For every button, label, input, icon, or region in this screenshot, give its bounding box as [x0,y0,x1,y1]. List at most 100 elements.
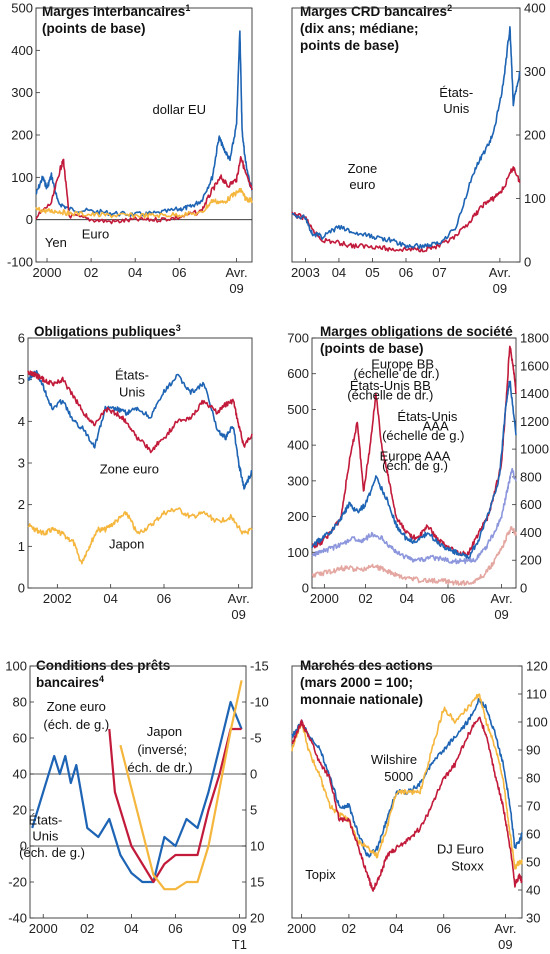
series-line-dj-euro-stoxx [291,716,523,892]
series-line-wilshire-5000 [291,697,523,858]
y-tick-label-right: 0 [250,767,257,782]
series-annotation: Unis [443,101,470,116]
series-line--tats-unis-bb [311,380,517,560]
y-tick-label-right: 10 [250,839,264,854]
y-tick-label-right: -5 [250,731,262,746]
series-annotation: (éch. de g.) [382,458,448,473]
plot-frame [29,665,247,919]
x-tick-label: 04 [124,921,138,936]
x-tick-label: 04 [103,591,117,606]
y-tick-label-right: 5 [250,803,257,818]
y-tick-label-left: 400 [287,438,309,453]
series-annotation: Unis [32,829,59,844]
x-tick-label: 02 [358,591,372,606]
x-tick-label: 2002 [43,591,72,606]
x-tick-sublabel: 09 [229,281,243,296]
x-tick-label: 06 [399,265,413,280]
series-annotation: États-Unis BB [350,378,431,393]
panel-title: Obligations publiques3 [34,323,181,339]
series-line-zone-euro [291,166,521,253]
series-line-zone-euro [27,370,253,454]
y-tick-label-right: 80 [526,771,540,786]
x-tick-label: 06 [172,265,186,280]
y-tick-label-right: 100 [524,191,546,206]
series-annotation: 5000 [384,769,413,784]
series-line-japon [27,507,253,565]
y-tick-label-left: 4 [18,414,25,429]
y-tick-label-left: 60 [13,731,27,746]
series-annotation: DJ Euro [437,842,484,857]
x-tick-label: Avr. [489,265,511,280]
x-tick-label: 06 [437,921,451,936]
x-tick-label: 06 [157,591,171,606]
series-line-europe-aaa [311,525,517,586]
panel-subtitle: (dix ans; médiane; [300,21,419,36]
series-annotation: États- [28,812,62,827]
x-tick-sublabel: 09 [498,937,512,952]
series-line--tats-unis [27,369,253,490]
x-tick-sublabel: T1 [232,937,247,952]
series-annotation: (échelle de g.) [382,428,464,443]
y-tick-label-left: 100 [5,659,27,674]
y-tick-label-right: 200 [520,553,542,568]
x-tick-label: 02 [342,921,356,936]
series-line-euro [35,156,253,225]
panel-subtitle: (points de base) [42,21,146,36]
y-tick-label-left: 600 [287,366,309,381]
series-annotation: éch. de dr.) [128,760,193,775]
series-annotation: Japon [147,724,182,739]
panel-government-bonds: Obligations publiques3 6 5 4 3 2 1 0 2002 04 06 Av… [18,323,253,622]
x-tick-label: 02 [84,265,98,280]
series-annotation: (éch. de g.) [43,717,109,732]
y-tick-label-left: 200 [287,509,309,524]
series-annotation: Europe BB [371,356,434,371]
x-tick-sublabel: 09 [493,281,507,296]
series-line--tats-unis [31,700,243,884]
y-tick-label-right: 0 [520,581,527,596]
x-tick-label: 2000 [310,591,339,606]
y-tick-label-right: 600 [520,497,542,512]
y-tick-label-left: 700 [287,331,309,346]
series-line-yen [35,187,253,219]
series-annotation: États- [439,85,473,100]
y-tick-label-right: 60 [526,827,540,842]
y-tick-label-right: 200 [524,128,546,143]
series-annotation: (éch. de g.) [19,845,85,860]
y-tick-label-right: 1000 [520,442,549,457]
y-tick-label-left: 20 [13,803,27,818]
x-tick-label: 2000 [287,921,316,936]
y-tick-label-right: 110 [526,687,547,702]
y-tick-label-right: 1600 [520,358,549,373]
series-annotation: (inversé; [137,742,187,757]
y-tick-label-right: 100 [526,715,548,730]
y-tick-label-left: 500 [11,1,33,16]
y-tick-label-right: 400 [520,525,542,540]
x-tick-label: 2003 [291,265,320,280]
panel-subtitle: (mars 2000 = 100; [300,675,413,690]
series-annotation: Zone [348,161,378,176]
y-tick-label-right: 800 [520,469,542,484]
series-annotation: Stoxx [451,858,484,873]
y-tick-label-left: -20 [8,875,27,890]
x-tick-label: 06 [441,591,455,606]
x-tick-label: Avr. [225,265,247,280]
series-annotation: Japon [109,536,144,551]
y-tick-label-left: 300 [11,85,33,100]
y-tick-label-left: 200 [11,128,33,143]
plot-frame [291,665,523,919]
y-tick-label-right: 40 [526,883,540,898]
series-annotation: (échelle de dr.) [353,366,439,381]
series-annotation: Europe AAA [380,449,451,464]
x-tick-label: 2000 [29,921,58,936]
y-tick-label-left: -40 [8,911,27,926]
x-tick-label: Avr. [228,591,250,606]
series-line--tats-unis [291,25,521,249]
x-tick-sublabel: 09 [494,607,508,622]
x-tick-label: 04 [332,265,346,280]
series-annotation: (échelle de dr.) [347,387,433,402]
x-tick-label: 02 [80,921,94,936]
y-tick-label-right: 90 [526,743,540,758]
y-tick-label-left: 6 [18,331,25,346]
series-annotation: Zone euro [100,461,159,476]
y-tick-label-left: 80 [13,695,27,710]
